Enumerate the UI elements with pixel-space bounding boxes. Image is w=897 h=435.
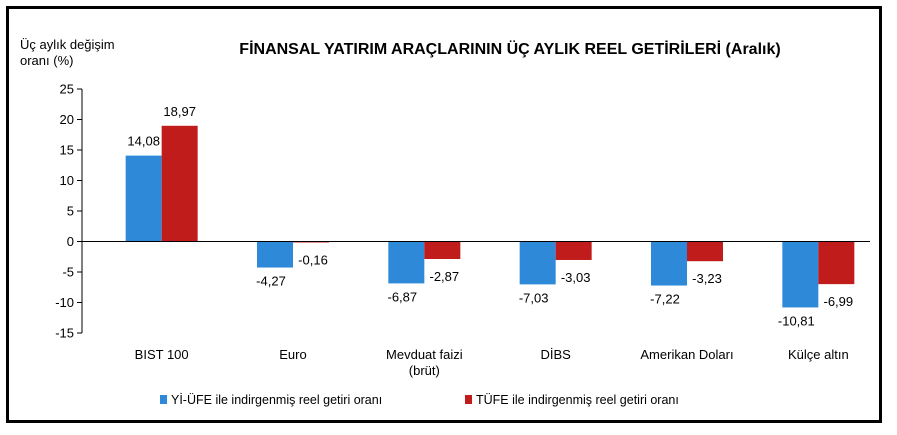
data-label: -0,16 — [298, 252, 328, 267]
bar-series-2 — [161, 125, 198, 242]
data-label: -3,03 — [561, 270, 591, 285]
category-label: Amerikan Doları — [640, 347, 733, 362]
data-label: -7,22 — [650, 292, 680, 307]
y-tick-label: -15 — [55, 326, 74, 341]
chart-title: FİNANSAL YATIRIM ARAÇLARININ ÜÇ AYLIK RE… — [239, 39, 780, 58]
y-tick-label: 15 — [60, 143, 74, 158]
y-tick-label: -5 — [62, 265, 74, 280]
bar-series-1 — [519, 241, 556, 285]
legend: Yİ-ÜFE ile indirgenmiş reel getiri oranı… — [160, 393, 679, 407]
category-label: Euro — [279, 347, 306, 362]
bar-series-2 — [687, 241, 723, 262]
legend-label-1: Yİ-ÜFE ile indirgenmiş reel getiri oranı — [171, 393, 382, 407]
bar-series-1 — [782, 241, 819, 308]
bar-series-2 — [818, 241, 855, 285]
data-label: -10,81 — [778, 313, 815, 328]
data-label: -6,87 — [388, 289, 418, 304]
data-label: -3,23 — [692, 271, 722, 286]
y-axis-label-line-1: Üç aylık değişim — [20, 37, 115, 52]
bar-series-1 — [257, 241, 293, 268]
data-label: -7,03 — [519, 290, 549, 305]
category-label: (brüt) — [409, 363, 440, 378]
category-label: Mevduat faizi — [386, 347, 463, 362]
plot-area: 25 20 15 10 5 0 -5 -10 -15 14,08 -4,27 -6,87 -7,03 -7… — [55, 82, 870, 378]
legend-swatch-2 — [465, 395, 472, 404]
bar-series-1 — [125, 155, 162, 242]
bar-series-1 — [388, 241, 425, 284]
data-label: -6,99 — [824, 294, 854, 309]
bar-series-2 — [424, 241, 461, 260]
y-tick-label: 20 — [60, 112, 74, 127]
bar-series-1 — [651, 241, 687, 286]
y-tick-label: -10 — [55, 295, 74, 310]
data-label: 18,97 — [163, 104, 196, 119]
bar-series-2 — [555, 241, 592, 260]
category-label: BIST 100 — [135, 347, 189, 362]
y-tick-label: 5 — [67, 204, 74, 219]
data-label: -2,87 — [430, 269, 460, 284]
data-label: 14,08 — [127, 134, 160, 149]
legend-swatch-1 — [160, 395, 167, 404]
y-tick-label: 0 — [67, 234, 74, 249]
y-axis-label-line-2: oranı (%) — [20, 53, 73, 68]
y-tick-label: 25 — [60, 82, 74, 97]
category-label: Külçe altın — [788, 347, 849, 362]
y-tick-label: 10 — [60, 173, 74, 188]
legend-label-2: TÜFE ile indirgenmiş reel getiri oranı — [476, 393, 679, 407]
category-label: DİBS — [540, 347, 571, 362]
data-label: -4,27 — [256, 274, 286, 289]
